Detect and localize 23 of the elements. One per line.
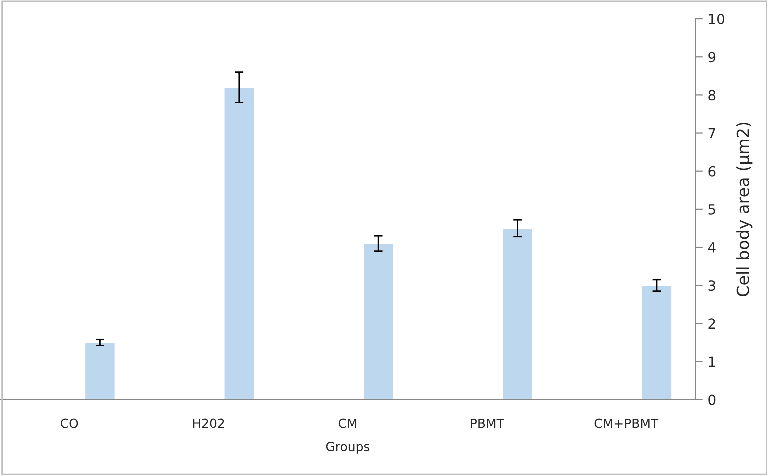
y-tick-label: 9 (708, 52, 716, 63)
y-tick-label: 10 (709, 14, 724, 25)
y-tick-label: 2 (708, 318, 716, 329)
y-tick-label: 3 (708, 280, 716, 292)
x-tick-label: CM (338, 418, 357, 428)
bar (502, 228, 534, 400)
y-axis-title: Cell body area (µm2) (736, 122, 753, 296)
y-tick-label: 1 (709, 356, 716, 368)
y-tick-label: 0 (708, 394, 716, 406)
x-tick-label: CO (61, 418, 78, 428)
x-tick-label: H202 (193, 418, 224, 428)
bar (362, 243, 395, 400)
y-tick-label: 6 (708, 166, 716, 177)
x-axis-title: Groups (326, 442, 370, 454)
y-tick-label: 8 (708, 90, 716, 101)
y-tick-label: 4 (708, 242, 716, 253)
x-tick-label: CM+PBMT (594, 418, 659, 428)
y-tick-label: 5 (708, 204, 716, 215)
bar (640, 284, 673, 400)
x-tick-label: PBMT (471, 418, 504, 428)
bar (223, 86, 256, 400)
y-tick-label: 7 (708, 128, 716, 139)
bar (84, 342, 116, 400)
